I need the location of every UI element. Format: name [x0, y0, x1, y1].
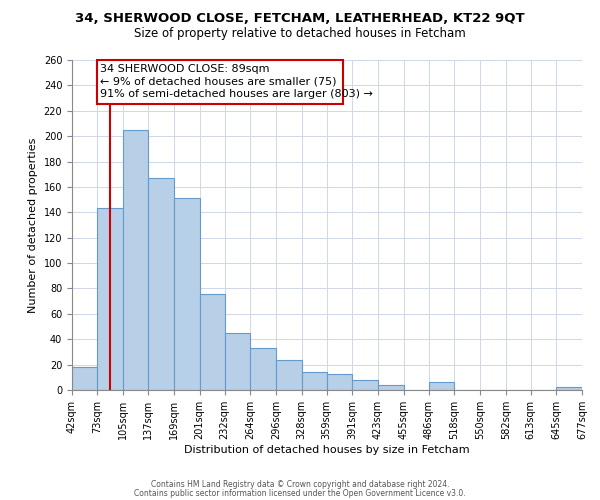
Bar [378, 385, 404, 390]
Text: 34, SHERWOOD CLOSE, FETCHAM, LEATHERHEAD, KT22 9QT: 34, SHERWOOD CLOSE, FETCHAM, LEATHERHEAD… [75, 12, 525, 26]
Bar [250, 348, 276, 390]
Bar [224, 333, 250, 390]
Bar [97, 208, 122, 390]
Y-axis label: Number of detached properties: Number of detached properties [28, 138, 38, 312]
Bar [428, 382, 454, 390]
Bar [352, 380, 378, 390]
Text: ← 9% of detached houses are smaller (75): ← 9% of detached houses are smaller (75) [100, 76, 337, 86]
Text: 91% of semi-detached houses are larger (803) →: 91% of semi-detached houses are larger (… [100, 89, 373, 99]
Bar [72, 367, 97, 390]
Bar [148, 178, 174, 390]
Bar [122, 130, 148, 390]
Text: Contains public sector information licensed under the Open Government Licence v3: Contains public sector information licen… [134, 488, 466, 498]
Bar [276, 360, 302, 390]
Text: Size of property relative to detached houses in Fetcham: Size of property relative to detached ho… [134, 28, 466, 40]
Bar [556, 388, 582, 390]
Bar [97, 60, 343, 104]
Bar [302, 372, 326, 390]
Text: Contains HM Land Registry data © Crown copyright and database right 2024.: Contains HM Land Registry data © Crown c… [151, 480, 449, 489]
X-axis label: Distribution of detached houses by size in Fetcham: Distribution of detached houses by size … [184, 444, 470, 454]
Bar [326, 374, 352, 390]
Bar [200, 294, 224, 390]
Bar [174, 198, 200, 390]
Text: 34 SHERWOOD CLOSE: 89sqm: 34 SHERWOOD CLOSE: 89sqm [100, 64, 269, 74]
